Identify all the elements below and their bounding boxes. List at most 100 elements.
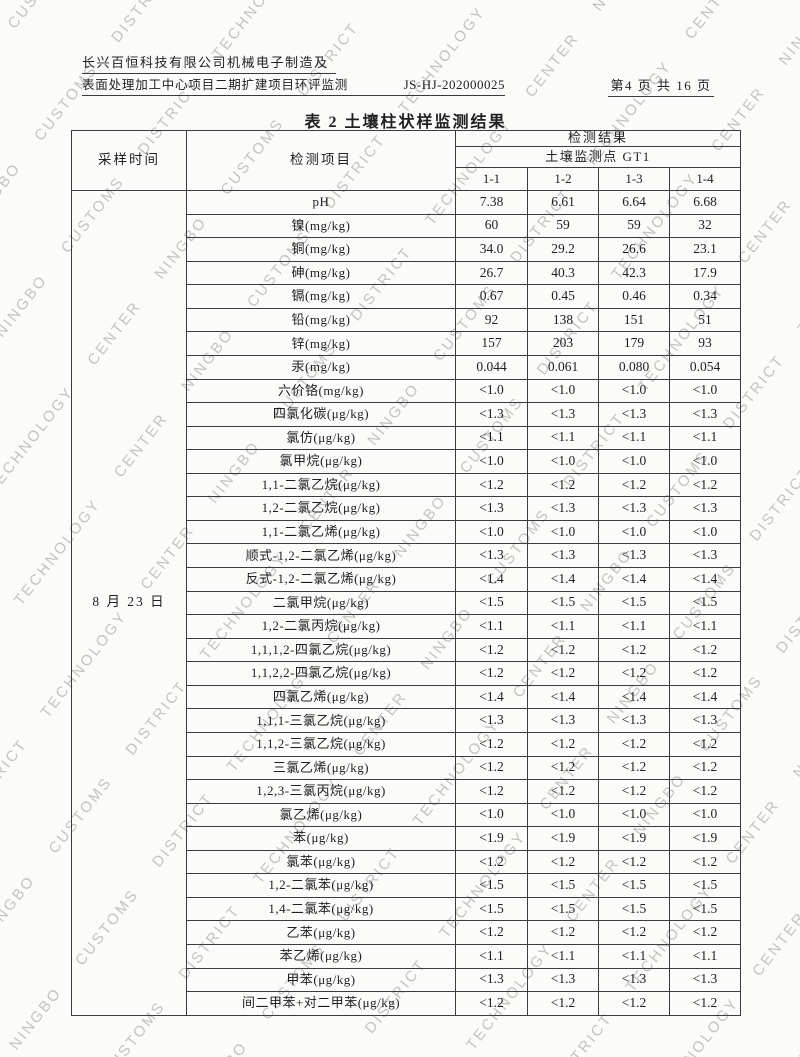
item-cell: 苯乙烯(μg/kg) [186, 944, 456, 969]
value-cell: <1.5 [455, 590, 528, 616]
value-cell: 7.38 [455, 190, 528, 215]
item-cell: 1,2,3-三氯丙烷(μg/kg) [186, 779, 456, 804]
value-cell: <1.2 [598, 991, 670, 1016]
table-row: 氯乙烯(μg/kg) <1.0 <1.0 <1.0 <1.0 [72, 802, 742, 828]
value-cell: 0.080 [598, 354, 670, 380]
value-cell: <1.2 [455, 472, 528, 498]
header-line2: 表面处理加工中心项目二期扩建项目环评监测 JS-HJ-202000025 [82, 74, 505, 96]
value-cell: <1.4 [598, 684, 670, 710]
value-cell: 0.054 [668, 354, 742, 380]
value-cell: <1.3 [455, 496, 528, 521]
value-cell: <1.1 [598, 944, 670, 969]
value-cell: 179 [598, 331, 670, 356]
value-cell: <1.5 [668, 590, 742, 616]
value-cell: <1.2 [668, 991, 742, 1016]
header-monitoring-site: 土壤监测点 GT1 [454, 146, 742, 168]
item-cell: 铅(mg/kg) [186, 307, 456, 333]
value-cell: <1.5 [668, 873, 742, 898]
value-cell: 151 [598, 307, 670, 333]
value-cell: <1.1 [668, 425, 742, 451]
item-cell: 反式-1,2-二氯乙烯(μg/kg) [186, 567, 456, 592]
value-cell: <1.3 [455, 402, 528, 427]
value-cell: 59 [598, 213, 670, 239]
value-cell: <1.2 [668, 637, 742, 663]
value-cell: 0.45 [527, 284, 599, 309]
item-cell: 1,2-二氯丙烷(μg/kg) [186, 614, 456, 639]
value-cell: <1.2 [455, 779, 528, 804]
value-cell: <1.9 [527, 826, 599, 851]
value-cell: 138 [527, 307, 599, 333]
value-cell: <1.2 [598, 472, 670, 498]
table-row: 氯苯(μg/kg) <1.2 <1.2 <1.2 <1.2 [72, 849, 742, 875]
item-cell: 1,1-二氯乙烯(μg/kg) [186, 519, 456, 545]
value-cell: <1.1 [668, 614, 742, 639]
value-cell: <1.2 [598, 661, 670, 686]
item-cell: 1,2-二氯苯(μg/kg) [186, 873, 456, 898]
value-cell: <1.2 [527, 849, 599, 875]
value-cell: <1.0 [455, 378, 528, 404]
table-row: 1,1,1,2-四氯乙烷(μg/kg) <1.2 <1.2 <1.2 <1.2 [72, 637, 742, 663]
value-cell: 42.3 [598, 260, 670, 286]
value-cell: 0.061 [527, 354, 599, 380]
value-cell: <1.3 [455, 543, 528, 568]
header-subcolumn-1-3: 1-3 [598, 167, 670, 191]
item-cell: 氯苯(μg/kg) [186, 849, 456, 875]
table-row: 二氯甲烷(μg/kg) <1.5 <1.5 <1.5 <1.5 [72, 590, 742, 616]
value-cell: 23.1 [668, 237, 742, 262]
value-cell: <1.5 [668, 896, 742, 922]
value-cell: <1.2 [455, 637, 528, 663]
value-cell: <1.2 [668, 661, 742, 686]
item-cell: 氯仿(μg/kg) [186, 425, 456, 451]
value-cell: 40.3 [527, 260, 599, 286]
item-cell: 二氯甲烷(μg/kg) [186, 590, 456, 616]
item-cell: 1,1,2,2-四氯乙烷(μg/kg) [186, 661, 456, 686]
value-cell: 29.2 [527, 237, 599, 262]
value-cell: 60 [455, 213, 528, 239]
value-cell: <1.0 [668, 519, 742, 545]
value-cell: <1.1 [527, 425, 599, 451]
table-row: 1,2-二氯乙烷(μg/kg) <1.3 <1.3 <1.3 <1.3 [72, 496, 742, 521]
header-monitoring-item: 检测项目 [186, 130, 456, 191]
value-cell: 32 [668, 213, 742, 239]
value-cell: <1.2 [455, 731, 528, 757]
value-cell: <1.2 [668, 920, 742, 945]
table-row: 1,1-二氯乙烯(μg/kg) <1.0 <1.0 <1.0 <1.0 [72, 519, 742, 545]
item-cell: pH [186, 190, 456, 215]
table-row: 1,1,2-三氯乙烷(μg/kg) <1.2 <1.2 <1.2 <1.2 [72, 731, 742, 757]
item-cell: 1,2-二氯乙烷(μg/kg) [186, 496, 456, 521]
monitoring-results-table: 采样时间 检测项目 检测结果 土壤监测点 GT1 1-1 1-2 1-3 1-4… [71, 130, 742, 1016]
item-cell: 铜(mg/kg) [186, 237, 456, 262]
value-cell: 0.34 [668, 284, 742, 309]
value-cell: 17.9 [668, 260, 742, 286]
value-cell: 26.6 [598, 237, 670, 262]
table-row: 四氯化碳(μg/kg) <1.3 <1.3 <1.3 <1.3 [72, 402, 742, 427]
item-cell: 氯甲烷(μg/kg) [186, 449, 456, 474]
table-row: 汞(mg/kg) 0.044 0.061 0.080 0.054 [72, 354, 742, 380]
value-cell: <1.2 [598, 637, 670, 663]
value-cell: <1.1 [455, 425, 528, 451]
header-test-result: 检测结果 [454, 130, 742, 147]
value-cell: 59 [527, 213, 599, 239]
value-cell: <1.0 [527, 378, 599, 404]
item-cell: 甲苯(μg/kg) [186, 967, 456, 993]
value-cell: <1.1 [598, 614, 670, 639]
value-cell: <1.9 [668, 826, 742, 851]
value-cell: <1.3 [668, 967, 742, 993]
value-cell: <1.3 [668, 708, 742, 733]
table-row: 苯乙烯(μg/kg) <1.1 <1.1 <1.1 <1.1 [72, 944, 742, 969]
value-cell: <1.3 [668, 543, 742, 568]
item-cell: 乙苯(μg/kg) [186, 920, 456, 945]
value-cell: <1.3 [527, 402, 599, 427]
value-cell: <1.2 [455, 661, 528, 686]
value-cell: <1.0 [668, 802, 742, 828]
table-row: 1,2,3-三氯丙烷(μg/kg) <1.2 <1.2 <1.2 <1.2 [72, 779, 742, 804]
value-cell: <1.1 [598, 425, 670, 451]
value-cell: 0.67 [455, 284, 528, 309]
value-cell: <1.5 [598, 896, 670, 922]
item-cell: 镍(mg/kg) [186, 213, 456, 239]
value-cell: <1.2 [668, 755, 742, 781]
value-cell: <1.0 [598, 802, 670, 828]
value-cell: <1.2 [527, 755, 599, 781]
value-cell: 6.64 [598, 190, 670, 215]
value-cell: <1.5 [527, 590, 599, 616]
